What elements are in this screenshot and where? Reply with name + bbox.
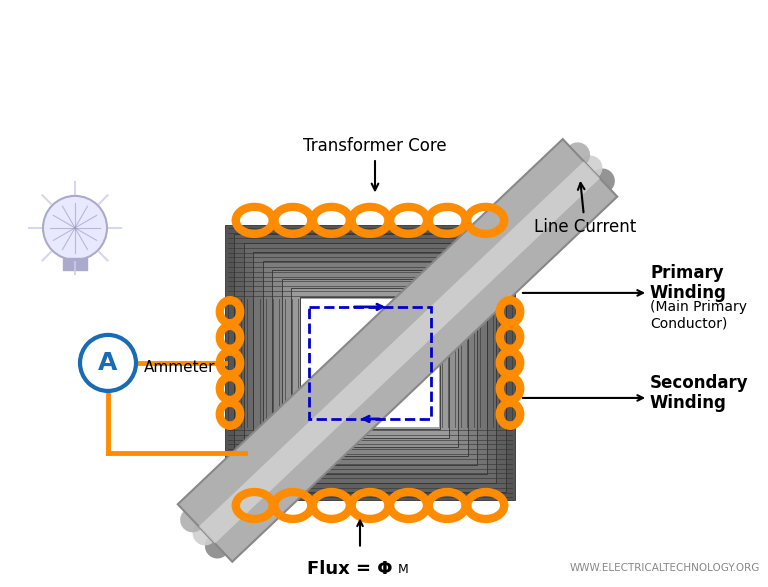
Polygon shape (199, 161, 600, 544)
Text: (Main Primary
Conductor): (Main Primary Conductor) (650, 300, 747, 330)
Polygon shape (300, 297, 439, 429)
Polygon shape (313, 312, 426, 414)
Polygon shape (311, 309, 429, 417)
Circle shape (43, 196, 107, 260)
Polygon shape (253, 252, 487, 474)
Text: Line Current: Line Current (534, 183, 636, 236)
Polygon shape (272, 270, 468, 456)
Polygon shape (244, 243, 496, 483)
Polygon shape (282, 279, 458, 447)
Text: Transformer Core: Transformer Core (303, 137, 447, 190)
Text: Flux = Φ: Flux = Φ (307, 561, 392, 579)
Polygon shape (306, 304, 434, 422)
Text: A: A (98, 351, 118, 375)
Polygon shape (263, 261, 477, 465)
Text: Secondary
Winding: Secondary Winding (650, 373, 749, 412)
Polygon shape (291, 288, 449, 438)
Polygon shape (321, 319, 419, 407)
Text: M: M (398, 564, 409, 576)
Text: Ammeter: Ammeter (144, 360, 216, 376)
Text: Primary
Winding: Primary Winding (650, 264, 727, 302)
Circle shape (80, 335, 136, 391)
Text: Construction of Current Transformer: Construction of Current Transformer (71, 12, 697, 41)
Text: WWW.ELECTRICALTECHNOLOGY.ORG: WWW.ELECTRICALTECHNOLOGY.ORG (570, 563, 760, 573)
Polygon shape (303, 301, 436, 424)
Polygon shape (225, 225, 515, 501)
Polygon shape (319, 316, 422, 410)
Polygon shape (234, 234, 505, 491)
Polygon shape (301, 299, 439, 427)
Polygon shape (309, 306, 432, 420)
Bar (309, 307, 431, 419)
Polygon shape (177, 139, 617, 562)
Polygon shape (316, 314, 424, 412)
